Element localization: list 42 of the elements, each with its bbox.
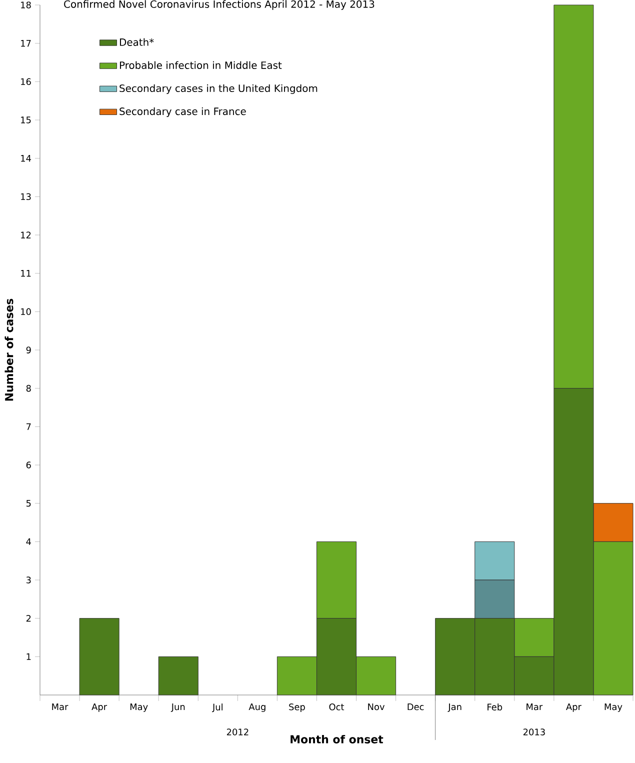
chart-title: Confirmed Novel Coronavirus Infections April 2012 - May 2013 [64, 0, 374, 10]
y-tick-label: 18 [21, 2, 31, 8]
y-tick-label: 10 [21, 308, 31, 316]
y-tick-label: 17 [21, 40, 31, 47]
x-tick-label: May [604, 704, 622, 712]
y-tick-label: 1 [26, 653, 31, 660]
y-tick-label: 12 [21, 232, 31, 238]
y-tick-label: 9 [26, 346, 31, 354]
y-axis-title: Number of cases [4, 298, 14, 401]
y-tick-label: 6 [26, 462, 31, 468]
y-tick-label: 4 [26, 538, 31, 545]
text: 2012 [226, 728, 248, 736]
x-tick-label: Apr [92, 704, 108, 712]
x-tick-label: Sep [289, 704, 305, 712]
y-tick-label: 3 [26, 576, 31, 584]
y-tick-label: 2 [26, 614, 31, 622]
x-tick-label: May [130, 704, 148, 712]
y-tick-label: 11 [21, 270, 31, 277]
y-tick-label: 14 [21, 155, 31, 162]
legend-label: Secondary cases in the United Kingdom [120, 84, 318, 94]
y-tick-label: 13 [21, 193, 31, 200]
x-tick-label: Dec [408, 704, 424, 710]
text: 2013 [523, 728, 545, 736]
x-tick-label: Nov [368, 704, 385, 710]
y-tick-label: 16 [21, 78, 31, 86]
x-axis-title: Month of onset [290, 734, 384, 744]
x-tick-label: Jan [448, 704, 462, 712]
x-tick-label: Jul [212, 704, 222, 712]
legend-label: Probable infection in Middle East [120, 61, 282, 69]
x-tick-label: Aug [248, 704, 266, 712]
y-tick-label: 7 [26, 423, 31, 430]
y-tick-label: 8 [26, 384, 31, 392]
legend-label: Death* [120, 38, 154, 46]
x-tick-label: Feb [488, 704, 502, 710]
y-tick-label: 5 [26, 500, 31, 507]
x-tick-label: Mar [526, 704, 543, 710]
x-tick-label: Mar [52, 704, 68, 710]
x-tick-label: Apr [566, 704, 582, 712]
x-tick-label: Jun [170, 704, 185, 712]
x-tick-label: Oct [329, 704, 344, 710]
legend-label: Secondary case in France [120, 107, 246, 118]
y-tick-label: 15 [21, 116, 31, 124]
